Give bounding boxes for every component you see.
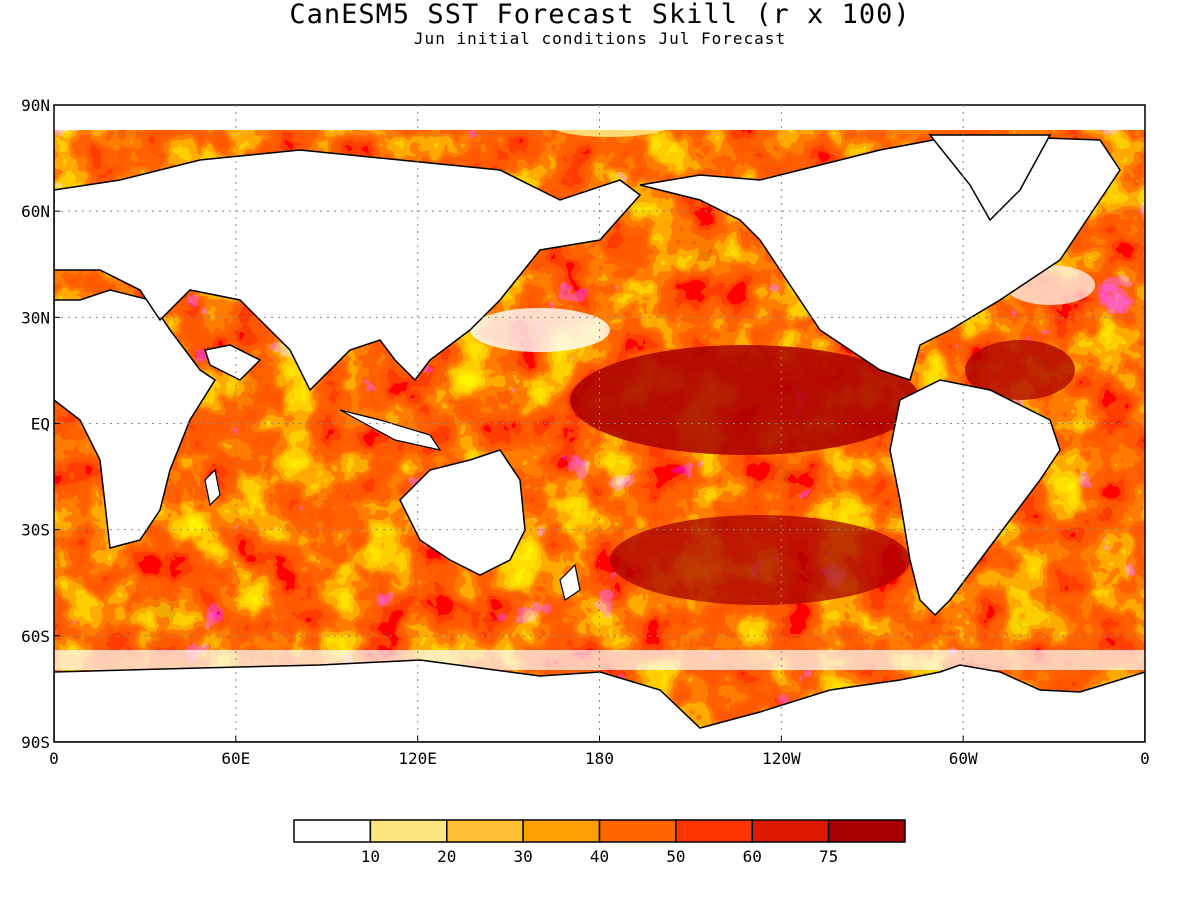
lon-tick-label: 60E	[221, 749, 250, 768]
lon-tick-label: 120E	[398, 749, 437, 768]
lon-tick-label: 0	[49, 749, 59, 768]
lon-tick-label: 60W	[949, 749, 978, 768]
plot-title: CanESM5 SST Forecast Skill (r x 100)	[289, 0, 911, 30]
colorbar-swatch	[827, 819, 906, 843]
colorbar-tick-label: 10	[361, 847, 380, 866]
lon-tick-label: 180	[585, 749, 614, 768]
lat-tick-label: 90N	[21, 96, 50, 115]
colorbar-tick-label: 75	[819, 847, 838, 866]
colorbar-swatch	[675, 819, 753, 843]
colorbar-swatch	[446, 819, 524, 843]
lat-tick-label: 30N	[21, 308, 50, 327]
lat-tick-label: 60N	[21, 202, 50, 221]
lon-tick-label: 120W	[762, 749, 801, 768]
colorbar-swatch	[522, 819, 601, 843]
colorbar: 10 20 30 40 50 60 75	[293, 819, 906, 866]
colorbar-tick-label: 20	[437, 847, 456, 866]
lat-tick-label: 90S	[21, 733, 50, 752]
plot-subtitle: Jun initial conditions Jul Forecast	[413, 29, 787, 48]
lat-tick-label: 30S	[21, 521, 50, 540]
colorbar-tick-label: 40	[590, 847, 609, 866]
skill-field	[54, 105, 1145, 742]
colorbar-tick-label: 30	[513, 847, 532, 866]
colorbar-swatch	[751, 819, 830, 843]
lat-tick-label: 60S	[21, 627, 50, 646]
lon-tick-label: 0	[1140, 749, 1150, 768]
colorbar-swatch	[293, 819, 372, 843]
colorbar-swatch	[598, 819, 677, 843]
colorbar-tick-label: 50	[666, 847, 685, 866]
gridlines	[54, 105, 1145, 742]
lat-tick-label: EQ	[31, 415, 50, 434]
axis-ticks: 0 60E 120E 180 120W 60W 0 90N 60N 30N EQ 30S 60S 90S	[21, 96, 1150, 768]
colorbar-swatch	[369, 819, 448, 843]
colorbar-tick-label: 60	[743, 847, 762, 866]
